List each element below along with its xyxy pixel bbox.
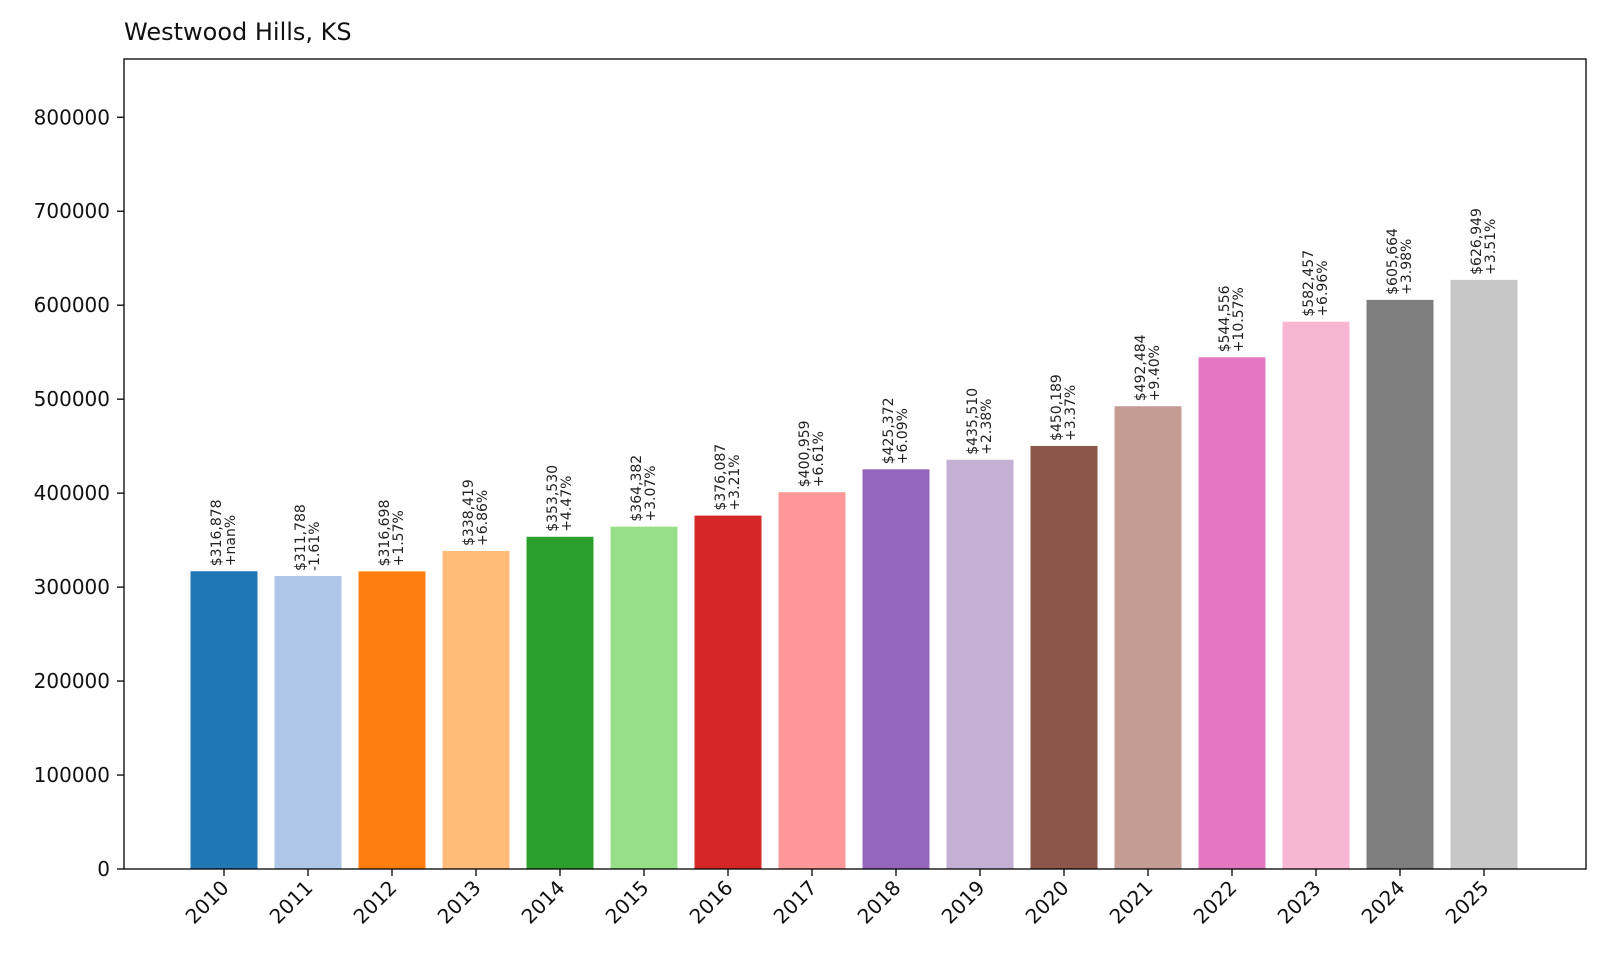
bar-value-label: $582,457+6.96% bbox=[1301, 250, 1331, 317]
bar-value-text: $425,372 bbox=[881, 397, 897, 464]
y-tick-label: 800000 bbox=[34, 105, 110, 129]
bar-value-text: $311,788 bbox=[293, 504, 309, 571]
bar-2018 bbox=[862, 469, 930, 869]
bar-value-text: $364,382 bbox=[629, 455, 645, 522]
bar-value-label: $435,510+2.38% bbox=[965, 388, 995, 455]
x-tick-label: 2022 bbox=[1189, 876, 1242, 929]
y-tick-label: 100000 bbox=[34, 763, 110, 787]
bar-value-text: $316,698 bbox=[377, 500, 393, 567]
bar-value-text: $400,959 bbox=[797, 420, 813, 487]
bar-2019 bbox=[946, 459, 1014, 869]
bar-value-text: $435,510 bbox=[965, 388, 981, 455]
x-tick-label: 2013 bbox=[433, 876, 486, 929]
y-tick-label: 0 bbox=[97, 857, 110, 881]
x-tick-label: 2016 bbox=[685, 876, 738, 929]
bar-value-text: $492,484 bbox=[1133, 334, 1149, 401]
bar-value-text: $450,189 bbox=[1049, 374, 1065, 441]
bar-value-label: $605,664+3.98% bbox=[1385, 228, 1415, 295]
bar-change-text: +6.96% bbox=[1315, 260, 1331, 316]
bar-2010 bbox=[190, 571, 258, 869]
y-tick-label: 200000 bbox=[34, 669, 110, 693]
bar-2016 bbox=[694, 515, 762, 869]
bar-change-text: -1.61% bbox=[307, 521, 323, 571]
bar-2012 bbox=[358, 571, 426, 869]
bar-value-text: $376,087 bbox=[713, 444, 729, 511]
x-tick-label: 2014 bbox=[517, 876, 570, 929]
bar-value-text: $544,556 bbox=[1217, 285, 1233, 352]
bar-change-text: +6.09% bbox=[895, 408, 911, 464]
bar-change-text: +10.57% bbox=[1231, 287, 1247, 352]
bar-value-text: $353,530 bbox=[545, 465, 561, 532]
bar-2021 bbox=[1114, 406, 1182, 869]
bar-2013 bbox=[442, 550, 510, 869]
x-tick-label: 2012 bbox=[349, 876, 402, 929]
bar-change-text: +3.37% bbox=[1063, 385, 1079, 441]
bar-value-label: $626,949+3.51% bbox=[1469, 208, 1499, 275]
x-tick-label: 2020 bbox=[1021, 876, 1074, 929]
x-tick-label: 2023 bbox=[1273, 876, 1326, 929]
bar-2014 bbox=[526, 536, 594, 869]
bar-change-text: +6.86% bbox=[475, 490, 491, 546]
bar-value-label: $316,878+nan% bbox=[209, 499, 239, 566]
y-tick-label: 500000 bbox=[34, 387, 110, 411]
bar-value-text: $626,949 bbox=[1469, 208, 1485, 275]
bar-change-text: +4.47% bbox=[559, 476, 575, 532]
bar-change-text: +9.40% bbox=[1147, 345, 1163, 401]
x-tick-label: 2017 bbox=[769, 876, 822, 929]
bar-value-text: $605,664 bbox=[1385, 228, 1401, 295]
plot-frame bbox=[123, 58, 1587, 870]
bar-value-label: $376,087+3.21% bbox=[713, 444, 743, 511]
bar-value-label: $353,530+4.47% bbox=[545, 465, 575, 532]
y-tick-label: 700000 bbox=[34, 199, 110, 223]
bar-value-label: $425,372+6.09% bbox=[881, 397, 911, 464]
x-tick-label: 2025 bbox=[1441, 876, 1494, 929]
bar-change-text: +3.07% bbox=[643, 465, 659, 521]
bar-2022 bbox=[1198, 357, 1266, 869]
x-tick-label: 2024 bbox=[1357, 876, 1410, 929]
x-tick-label: 2015 bbox=[601, 876, 654, 929]
bar-value-label: $400,959+6.61% bbox=[797, 420, 827, 487]
y-tick-label: 300000 bbox=[34, 575, 110, 599]
bar-value-label: $364,382+3.07% bbox=[629, 455, 659, 522]
chart-title: Westwood Hills, KS bbox=[124, 18, 352, 46]
bar-change-text: +1.57% bbox=[391, 510, 407, 566]
bar-value-label: $492,484+9.40% bbox=[1133, 334, 1163, 401]
x-tick-label: 2021 bbox=[1105, 876, 1158, 929]
bar-value-label: $311,788-1.61% bbox=[293, 504, 323, 571]
bar-2015 bbox=[610, 526, 678, 869]
bar-value-label: $316,698+1.57% bbox=[377, 500, 407, 567]
bar-value-label: $544,556+10.57% bbox=[1217, 285, 1247, 352]
x-tick-label: 2019 bbox=[937, 876, 990, 929]
bar-2024 bbox=[1366, 299, 1434, 870]
x-tick-label: 2018 bbox=[853, 876, 906, 929]
bar-2011 bbox=[274, 576, 342, 869]
bar-value-text: $316,878 bbox=[209, 499, 225, 566]
x-tick-label: 2011 bbox=[265, 876, 318, 929]
bar-change-text: +3.51% bbox=[1483, 219, 1499, 275]
bar-change-text: +2.38% bbox=[979, 399, 995, 455]
bar-2017 bbox=[778, 492, 846, 869]
y-tick-label: 600000 bbox=[34, 293, 110, 317]
y-tick-label: 400000 bbox=[34, 481, 110, 505]
x-tick-label: 2010 bbox=[181, 876, 234, 929]
bar-2025 bbox=[1450, 279, 1518, 869]
bar-2020 bbox=[1030, 445, 1098, 869]
bar-value-label: $338,419+6.86% bbox=[461, 479, 491, 546]
bar-change-text: +6.61% bbox=[811, 431, 827, 487]
bar-value-text: $582,457 bbox=[1301, 250, 1317, 317]
bar-change-text: +nan% bbox=[223, 515, 239, 566]
bar-change-text: +3.98% bbox=[1399, 239, 1415, 295]
bar-change-text: +3.21% bbox=[727, 454, 743, 510]
bar-2023 bbox=[1282, 321, 1350, 869]
bar-value-text: $338,419 bbox=[461, 479, 477, 546]
bar-value-label: $450,189+3.37% bbox=[1049, 374, 1079, 441]
